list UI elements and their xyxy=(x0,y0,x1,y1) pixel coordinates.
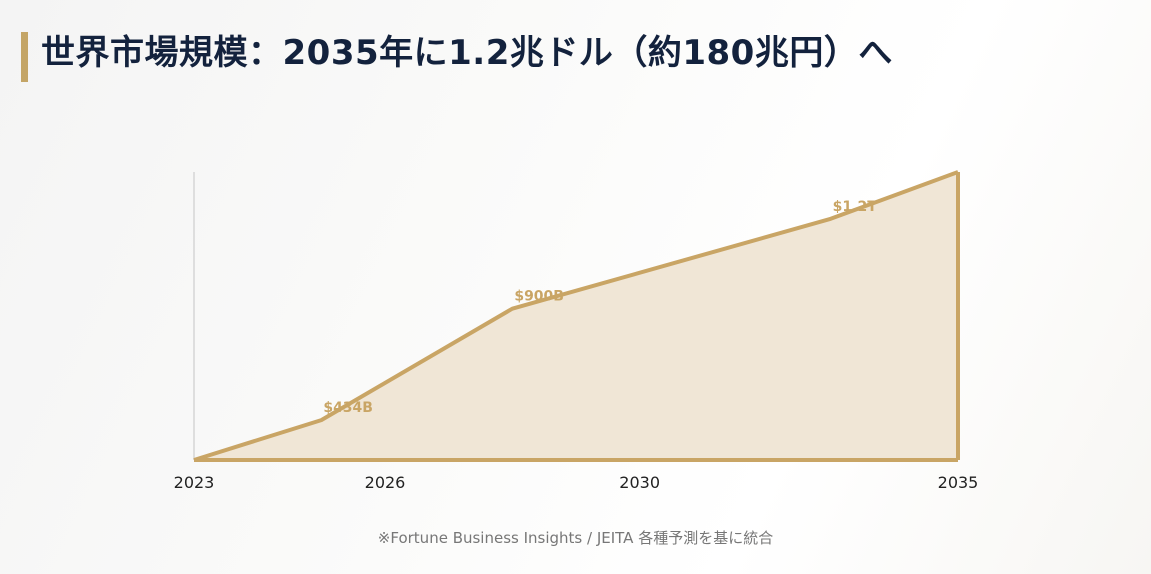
series-line xyxy=(193,170,959,462)
title-accent-bar xyxy=(21,32,28,82)
data-label: $434B xyxy=(323,400,373,416)
x-tick-label: 2030 xyxy=(619,473,660,492)
x-tick-label: 2035 xyxy=(938,473,979,492)
data-label: $900B xyxy=(514,289,564,305)
data-label: $1.2T xyxy=(833,199,878,215)
x-tick-labels: 2023 2026 2030 2035 xyxy=(174,473,979,492)
x-tick-label: 2023 xyxy=(174,473,215,492)
area-fill xyxy=(194,172,958,460)
page-title: 世界市場規模：2035年に1.2兆ドル（約180兆円）へ xyxy=(41,33,893,73)
data-labels: $434B $900B $1.2T xyxy=(323,199,877,416)
x-tick-label: 2026 xyxy=(365,473,406,492)
source-footnote: ※Fortune Business Insights / JEITA 各種予測を… xyxy=(377,529,774,547)
